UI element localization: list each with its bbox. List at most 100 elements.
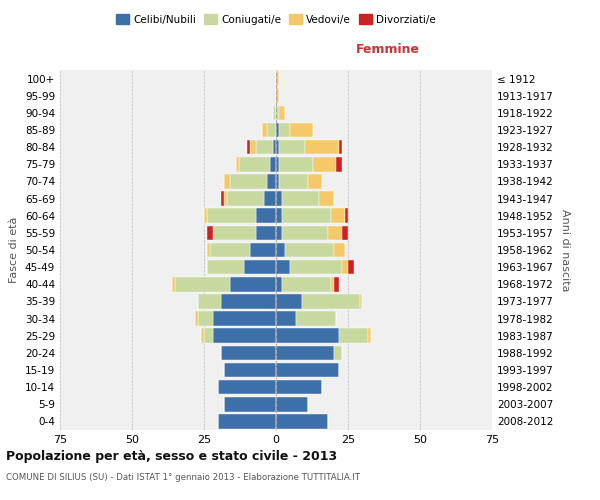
Bar	[331, 208, 345, 223]
Bar	[279, 140, 305, 154]
Bar	[218, 380, 276, 394]
Bar	[212, 328, 276, 343]
Bar	[276, 174, 279, 188]
Bar	[210, 242, 250, 258]
Bar	[273, 106, 276, 120]
Bar	[337, 157, 342, 172]
Bar	[282, 277, 331, 291]
Bar	[265, 192, 276, 206]
Bar	[276, 346, 334, 360]
Bar	[279, 122, 290, 138]
Bar	[201, 328, 204, 343]
Bar	[175, 277, 230, 291]
Bar	[204, 328, 212, 343]
Bar	[368, 328, 371, 343]
Bar	[296, 312, 337, 326]
Bar	[284, 242, 334, 258]
Bar	[247, 140, 250, 154]
Bar	[282, 192, 319, 206]
Text: Femmine: Femmine	[356, 42, 421, 56]
Bar	[207, 208, 256, 223]
Bar	[172, 277, 175, 291]
Bar	[279, 106, 284, 120]
Bar	[270, 157, 276, 172]
Bar	[196, 312, 198, 326]
Bar	[331, 277, 334, 291]
Bar	[334, 242, 345, 258]
Bar	[279, 174, 308, 188]
Bar	[262, 122, 268, 138]
Bar	[328, 226, 342, 240]
Text: Popolazione per età, sesso e stato civile - 2013: Popolazione per età, sesso e stato civil…	[6, 450, 337, 463]
Bar	[334, 346, 342, 360]
Bar	[276, 380, 322, 394]
Y-axis label: Fasce di età: Fasce di età	[10, 217, 19, 283]
Bar	[276, 260, 290, 274]
Bar	[212, 312, 276, 326]
Bar	[359, 294, 362, 308]
Bar	[198, 312, 212, 326]
Bar	[244, 260, 276, 274]
Bar	[273, 140, 276, 154]
Y-axis label: Anni di nascita: Anni di nascita	[560, 209, 570, 291]
Bar	[207, 260, 244, 274]
Bar	[276, 122, 279, 138]
Bar	[334, 277, 340, 291]
Bar	[224, 192, 227, 206]
Bar	[224, 174, 230, 188]
Bar	[308, 174, 322, 188]
Bar	[342, 260, 348, 274]
Bar	[198, 294, 221, 308]
Bar	[256, 140, 273, 154]
Bar	[207, 226, 212, 240]
Bar	[313, 157, 337, 172]
Bar	[276, 362, 340, 378]
Bar	[276, 72, 279, 86]
Bar	[256, 208, 276, 223]
Bar	[340, 328, 368, 343]
Bar	[305, 140, 340, 154]
Bar	[290, 122, 313, 138]
Bar	[218, 414, 276, 428]
Bar	[348, 260, 354, 274]
Bar	[319, 192, 334, 206]
Bar	[340, 140, 342, 154]
Text: COMUNE DI SILIUS (SU) - Dati ISTAT 1° gennaio 2013 - Elaborazione TUTTITALIA.IT: COMUNE DI SILIUS (SU) - Dati ISTAT 1° ge…	[6, 472, 360, 482]
Bar	[279, 157, 313, 172]
Bar	[227, 192, 265, 206]
Legend: Celibi/Nubili, Coniugati/e, Vedovi/e, Divorziati/e: Celibi/Nubili, Coniugati/e, Vedovi/e, Di…	[112, 10, 440, 29]
Bar	[342, 226, 348, 240]
Bar	[276, 208, 282, 223]
Bar	[276, 106, 279, 120]
Bar	[230, 174, 268, 188]
Bar	[345, 208, 348, 223]
Bar	[276, 294, 302, 308]
Bar	[276, 88, 279, 103]
Bar	[268, 122, 276, 138]
Bar	[276, 242, 284, 258]
Bar	[212, 226, 256, 240]
Bar	[276, 277, 282, 291]
Bar	[282, 208, 331, 223]
Bar	[276, 192, 282, 206]
Bar	[207, 242, 210, 258]
Bar	[204, 208, 207, 223]
Bar	[250, 242, 276, 258]
Bar	[276, 226, 282, 240]
Bar	[230, 277, 276, 291]
Bar	[221, 294, 276, 308]
Bar	[236, 157, 239, 172]
Bar	[276, 140, 279, 154]
Bar	[221, 192, 224, 206]
Bar	[276, 397, 308, 411]
Bar	[224, 397, 276, 411]
Bar	[276, 414, 328, 428]
Bar	[268, 174, 276, 188]
Bar	[276, 328, 340, 343]
Bar	[302, 294, 359, 308]
Bar	[256, 226, 276, 240]
Bar	[224, 362, 276, 378]
Bar	[276, 312, 296, 326]
Bar	[276, 157, 279, 172]
Bar	[250, 140, 256, 154]
